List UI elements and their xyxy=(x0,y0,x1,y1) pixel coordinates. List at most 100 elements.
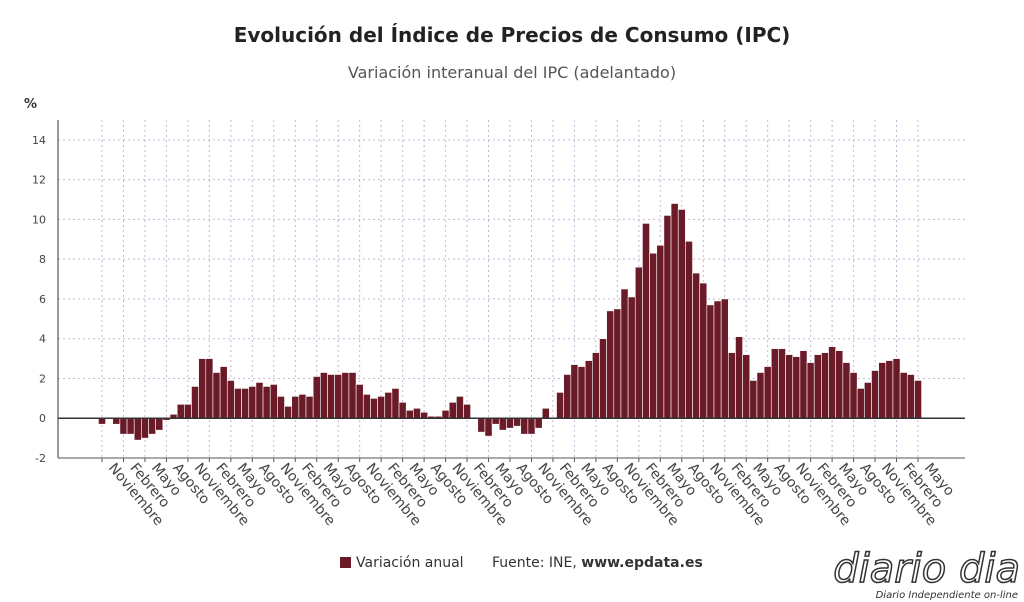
bar xyxy=(420,411,428,419)
bar xyxy=(527,417,536,435)
bar xyxy=(599,338,607,419)
bar xyxy=(813,354,822,419)
bar xyxy=(792,356,801,419)
y-tick-label: 4 xyxy=(39,333,46,346)
bar xyxy=(770,348,779,419)
bar xyxy=(498,417,507,431)
bar xyxy=(205,358,214,419)
bar xyxy=(685,240,693,419)
source-site: www.epdata.es xyxy=(581,555,703,571)
bar xyxy=(212,372,221,419)
source-label: Fuente: INE, xyxy=(492,555,577,571)
watermark-tagline: Diario Independiente on-line xyxy=(876,590,1018,601)
chart-subtitle: Variación interanual del IPC (adelantado… xyxy=(348,63,676,82)
bar xyxy=(269,384,278,419)
bar xyxy=(899,372,908,419)
bar xyxy=(362,394,371,419)
legend-label: Variación anual xyxy=(356,555,464,571)
bar xyxy=(663,215,672,419)
bar xyxy=(806,362,815,419)
bar xyxy=(191,386,199,419)
y-tick-label: 0 xyxy=(39,412,46,425)
bar xyxy=(377,396,386,419)
legend-swatch xyxy=(340,557,351,568)
bar xyxy=(155,417,164,431)
bar xyxy=(835,350,844,419)
bar xyxy=(405,409,414,419)
y-axis-label: % xyxy=(24,97,37,112)
bar xyxy=(728,352,736,419)
bar xyxy=(441,409,450,419)
bar xyxy=(763,366,772,419)
y-tick-label: 14 xyxy=(32,134,46,147)
bar xyxy=(892,358,901,419)
bar xyxy=(828,346,836,419)
y-tick-label: 2 xyxy=(39,372,46,385)
bar xyxy=(119,417,128,435)
bar xyxy=(176,404,185,419)
bar xyxy=(241,388,250,419)
bar xyxy=(312,376,321,419)
bar xyxy=(334,374,343,419)
bar xyxy=(226,380,235,419)
bar xyxy=(864,382,872,419)
bar xyxy=(284,406,292,419)
bar xyxy=(370,398,378,419)
bar xyxy=(141,417,149,439)
bar xyxy=(291,396,300,419)
y-tick-label: 10 xyxy=(32,213,46,226)
plot: -202468101214NoviembreFebreroMayoAgostoN… xyxy=(32,120,965,529)
bar xyxy=(849,372,858,419)
bar xyxy=(742,354,751,419)
bar xyxy=(785,354,794,419)
bar xyxy=(520,417,529,435)
bar xyxy=(627,296,636,419)
chart-title: Evolución del Índice de Precios de Consu… xyxy=(234,23,791,47)
bar xyxy=(670,203,679,419)
bar xyxy=(513,417,522,427)
bar xyxy=(570,364,579,419)
bar xyxy=(606,310,615,419)
bar xyxy=(878,362,887,419)
bar xyxy=(620,288,629,419)
bar xyxy=(219,366,228,419)
bar xyxy=(749,380,758,419)
bar xyxy=(534,417,543,429)
bar xyxy=(463,404,471,419)
y-tick-label: 6 xyxy=(39,293,46,306)
bar xyxy=(305,396,314,419)
bar xyxy=(735,336,743,419)
bar xyxy=(112,417,121,425)
bar xyxy=(184,404,192,419)
bar xyxy=(914,380,922,419)
bar xyxy=(491,417,500,425)
bar xyxy=(234,388,242,419)
bar xyxy=(906,374,915,419)
bar xyxy=(821,352,829,419)
bar xyxy=(756,372,765,419)
bar xyxy=(262,386,271,419)
bar xyxy=(126,417,135,435)
bar xyxy=(634,266,643,419)
bar xyxy=(484,417,493,437)
bar xyxy=(778,348,786,419)
bar xyxy=(456,396,464,419)
bar xyxy=(198,358,207,419)
bar xyxy=(642,223,650,419)
bar xyxy=(341,372,350,419)
source: Fuente: INE, www.epdata.es xyxy=(492,555,703,571)
bar xyxy=(506,417,514,429)
y-tick-label: -2 xyxy=(35,452,46,465)
bar xyxy=(556,392,564,419)
bar xyxy=(677,209,686,419)
bar xyxy=(577,366,586,419)
bar xyxy=(699,282,708,419)
bar xyxy=(885,360,894,419)
bar xyxy=(248,386,257,419)
bar xyxy=(398,402,407,419)
bar xyxy=(713,300,722,419)
bar xyxy=(541,407,550,419)
bar xyxy=(649,252,658,419)
bar xyxy=(477,417,486,433)
bar xyxy=(799,350,808,419)
